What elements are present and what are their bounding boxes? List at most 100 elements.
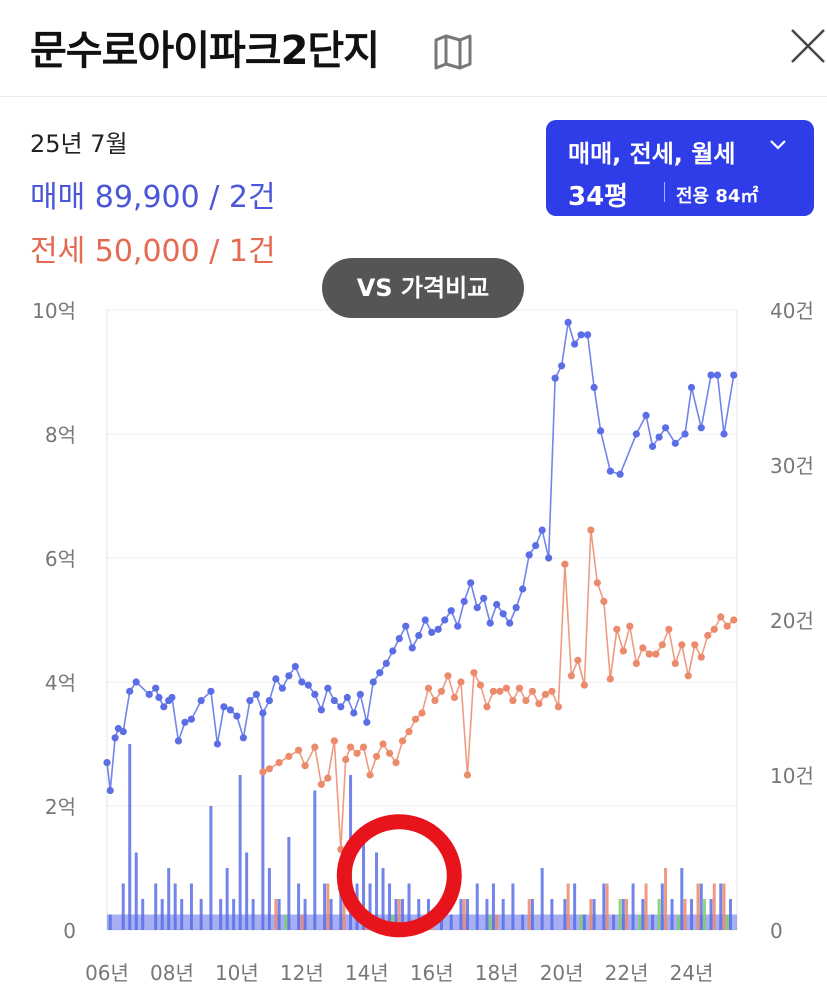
volume-bar-sale bbox=[245, 852, 249, 930]
point-sale bbox=[155, 693, 163, 702]
point-jeonse bbox=[600, 597, 608, 605]
volume-bar-jeonse bbox=[397, 899, 401, 930]
point-sale bbox=[103, 759, 111, 767]
point-sale bbox=[606, 467, 614, 475]
volume-bar-jeonse bbox=[664, 868, 668, 930]
volume-bar-sale bbox=[563, 899, 567, 930]
point-sale bbox=[389, 647, 397, 655]
point-jeonse bbox=[265, 765, 273, 773]
point-sale bbox=[454, 622, 462, 630]
y-tick-label: 0 bbox=[63, 919, 76, 943]
point-sale bbox=[152, 684, 160, 692]
volume-bar-jeonse bbox=[589, 899, 593, 930]
filter-button[interactable]: 매매, 전세, 월세 34평 전용 84㎡ bbox=[546, 120, 814, 216]
point-sale bbox=[119, 728, 127, 736]
volume-bar-sale bbox=[160, 899, 164, 930]
point-sale bbox=[395, 635, 403, 643]
point-sale bbox=[577, 331, 585, 339]
volume-bar-sale bbox=[550, 899, 554, 930]
point-sale bbox=[687, 383, 696, 392]
volume-bar-sale bbox=[388, 883, 392, 930]
volume-bar-sale bbox=[641, 899, 645, 930]
point-sale bbox=[473, 604, 481, 612]
point-sale bbox=[363, 718, 371, 726]
point-sale bbox=[285, 672, 293, 680]
volume-bar-sale bbox=[690, 899, 694, 930]
point-sale bbox=[160, 703, 168, 711]
volume-bar-sale bbox=[329, 899, 333, 930]
volume-bar-jeonse bbox=[644, 883, 648, 930]
y-tick-label: 4억 bbox=[45, 671, 76, 695]
volume-bar-jeonse bbox=[462, 899, 466, 930]
point-sale bbox=[584, 331, 592, 339]
volume-bar-wolse bbox=[703, 899, 707, 930]
point-sale bbox=[493, 600, 501, 609]
point-sale bbox=[145, 690, 153, 698]
point-sale bbox=[642, 411, 650, 419]
page-title: 문수로아이파크2단지 bbox=[30, 28, 380, 74]
map-icon[interactable] bbox=[432, 34, 474, 70]
point-sale bbox=[181, 718, 189, 726]
point-sale bbox=[408, 644, 416, 652]
price-chart: 0 2억 4억 6억 8억 10억 0 10건 20건 30건 40건 06년 08년 10년 12년 14년… bbox=[32, 299, 814, 985]
volume-bar-sale bbox=[592, 899, 596, 930]
volume-bar-sale bbox=[485, 899, 489, 930]
point-sale bbox=[571, 340, 579, 348]
point-sale bbox=[168, 693, 176, 702]
point-sale bbox=[415, 631, 423, 640]
point-jeonse bbox=[259, 768, 267, 776]
point-sale bbox=[434, 625, 442, 633]
point-jeonse bbox=[587, 526, 595, 534]
vs-compare-button[interactable]: VS 가격비교 bbox=[322, 258, 524, 318]
y2-tick-label: 40건 bbox=[770, 299, 814, 323]
point-sale bbox=[207, 687, 215, 695]
point-sale bbox=[671, 439, 679, 447]
volume-bar-sale bbox=[680, 868, 684, 930]
volume-bar-sale bbox=[381, 868, 385, 930]
point-sale bbox=[356, 690, 364, 698]
close-button[interactable] bbox=[786, 24, 827, 68]
point-jeonse bbox=[535, 700, 543, 708]
volume-bar-sale bbox=[394, 899, 398, 930]
point-jeonse bbox=[665, 625, 673, 633]
y2-tick-label: 0 bbox=[770, 919, 783, 943]
point-sale bbox=[246, 697, 254, 705]
annotation-circle bbox=[336, 814, 462, 938]
point-jeonse bbox=[470, 669, 478, 677]
point-jeonse bbox=[392, 759, 400, 767]
volume-bar-sale bbox=[573, 883, 577, 930]
point-jeonse bbox=[671, 659, 679, 667]
x-tick-label: 08년 bbox=[150, 961, 194, 985]
volume-bar-sale bbox=[530, 899, 534, 930]
volume-bar-sale bbox=[219, 899, 223, 930]
point-sale bbox=[597, 427, 605, 435]
close-icon bbox=[791, 29, 825, 63]
point-sale bbox=[506, 619, 514, 627]
point-jeonse bbox=[398, 737, 407, 745]
x-tick-label: 16년 bbox=[410, 961, 454, 985]
volume-bar-sale bbox=[417, 899, 421, 930]
point-jeonse bbox=[678, 641, 686, 649]
point-sale bbox=[545, 554, 553, 562]
volume-bar-sale bbox=[297, 883, 301, 930]
volume-bar-wolse bbox=[657, 899, 661, 930]
point-sale bbox=[519, 585, 527, 593]
volume-bar-sale bbox=[232, 899, 236, 930]
point-jeonse bbox=[574, 656, 582, 664]
point-sale bbox=[616, 470, 624, 478]
point-sale bbox=[590, 383, 598, 392]
point-jeonse bbox=[606, 675, 614, 683]
point-sale bbox=[304, 681, 312, 689]
point-jeonse bbox=[444, 672, 452, 680]
point-sale bbox=[233, 712, 241, 720]
volume-bar-sale bbox=[199, 899, 203, 930]
x-tick-label: 10년 bbox=[215, 961, 259, 985]
point-jeonse bbox=[483, 703, 491, 711]
volume-bar-sale bbox=[323, 883, 327, 930]
volume-bar-wolse bbox=[284, 914, 288, 930]
x-tick-label: 20년 bbox=[540, 961, 584, 985]
volume-bar-sale bbox=[303, 899, 307, 930]
filter-area: 전용 84㎡ bbox=[676, 186, 759, 207]
y2-tick-label: 10건 bbox=[770, 764, 814, 788]
volume-bar-sale bbox=[225, 868, 229, 930]
